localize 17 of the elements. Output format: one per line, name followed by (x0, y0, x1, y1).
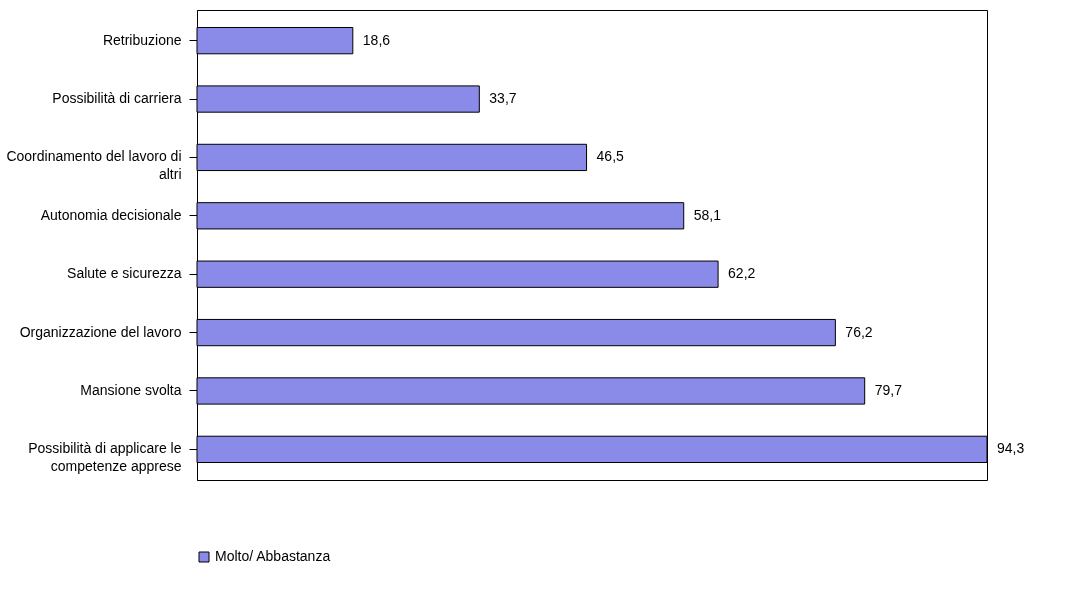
data-label: 94,3 (997, 440, 1025, 457)
y-tick-label: Salute e sicurezza (67, 265, 182, 282)
data-label: 46,5 (596, 148, 625, 165)
y-tick-label: Autonomia decisionale (40, 206, 182, 223)
y-tick-label: Organizzazione del lavoro (19, 323, 182, 340)
data-label: 18,6 (362, 31, 391, 48)
data-label: 58,1 (693, 206, 722, 223)
data-label: 33,7 (489, 90, 517, 107)
y-tick-label: Coordinamento del lavoro di altri (6, 148, 182, 183)
data-label: 62,2 (728, 265, 756, 282)
y-tick-label: Possibilità di applicare le competenze apprese (28, 440, 182, 475)
y-tick-label: Possibilità di carriera (52, 90, 182, 107)
legend-label: Molto/ Abbastanza (215, 548, 331, 564)
data-label: 76,2 (845, 323, 873, 340)
data-label: 79,7 (874, 381, 903, 398)
y-tick-label: Retribuzione (102, 31, 182, 48)
y-tick-label: Mansione svolta (80, 381, 182, 398)
